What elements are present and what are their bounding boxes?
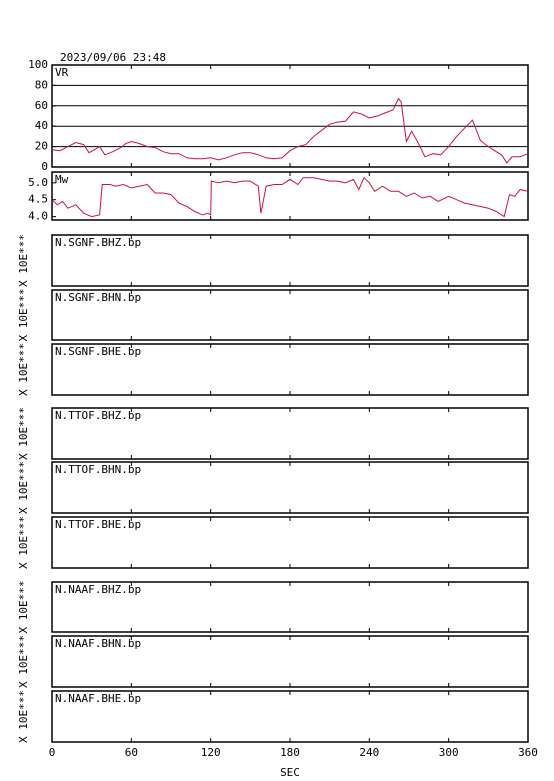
x-tick-label: 120 xyxy=(201,746,221,759)
panel-label: N.TTOF.BHZ.bp xyxy=(55,409,141,422)
y-tick-label: 100 xyxy=(28,58,48,71)
chart-title: 2023/09/06 23:48 xyxy=(60,51,166,64)
x-tick-label: 0 xyxy=(49,746,56,759)
data-line xyxy=(51,176,529,218)
y-tick-label: 40 xyxy=(35,119,48,132)
y-axis-label: X 10E*** xyxy=(17,635,30,688)
y-tick-label: 4.0 xyxy=(28,210,48,223)
y-axis-label: X 10E*** xyxy=(17,690,30,743)
data-line xyxy=(51,97,529,164)
y-axis-label: X 10E*** xyxy=(17,289,30,342)
y-axis-label: X 10E*** xyxy=(17,407,30,460)
x-tick-label: 240 xyxy=(359,746,379,759)
panel-label: N.NAAF.BHN.bp xyxy=(55,637,141,650)
y-axis-label: X 10E*** xyxy=(17,234,30,287)
panel-label: N.SGNF.BHE.bp xyxy=(55,345,141,358)
y-tick-label: 0 xyxy=(41,160,48,173)
y-tick-label: 20 xyxy=(35,140,48,153)
panel-label: Mw xyxy=(55,173,69,186)
x-axis-label: SEC xyxy=(280,766,300,779)
panel-label: N.NAAF.BHZ.bp xyxy=(55,583,141,596)
x-tick-label: 360 xyxy=(518,746,538,759)
y-axis-label: X 10E*** xyxy=(17,461,30,514)
x-tick-label: 300 xyxy=(439,746,459,759)
y-axis-label: X 10E*** xyxy=(17,581,30,634)
x-tick-label: 180 xyxy=(280,746,300,759)
panel-label: N.TTOF.BHE.bp xyxy=(55,518,141,531)
y-axis-label: X 10E*** xyxy=(17,343,30,396)
panel-label: N.TTOF.BHN.bp xyxy=(55,463,141,476)
y-tick-label: 4.5 xyxy=(28,193,48,206)
x-tick-label: 60 xyxy=(125,746,138,759)
panel-frame xyxy=(51,64,529,168)
y-tick-label: 5.0 xyxy=(28,176,48,189)
panel-label: VR xyxy=(55,66,69,79)
panel-label: N.SGNF.BHN.bp xyxy=(55,291,141,304)
panel-label: N.NAAF.BHE.bp xyxy=(55,692,141,705)
y-tick-label: 60 xyxy=(35,99,48,112)
y-tick-label: 80 xyxy=(35,78,48,91)
y-axis-label: X 10E*** xyxy=(17,516,30,569)
panel-label: N.SGNF.BHZ.bp xyxy=(55,236,141,249)
